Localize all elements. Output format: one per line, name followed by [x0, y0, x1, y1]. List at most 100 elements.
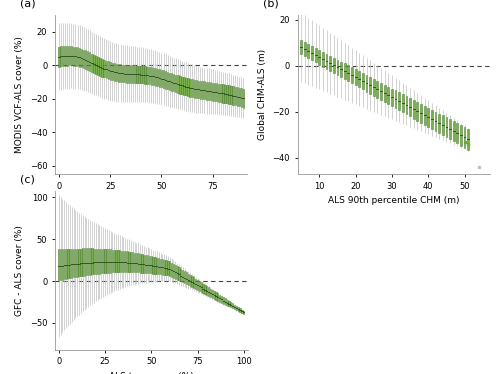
Bar: [176, 266, 178, 279]
Bar: [158, 258, 160, 274]
Bar: [192, 79, 193, 97]
Bar: [388, 86, 389, 104]
Bar: [73, 249, 74, 278]
Bar: [175, 74, 176, 92]
Bar: [99, 249, 100, 273]
Bar: [199, 281, 200, 291]
Bar: [206, 286, 208, 295]
Bar: [234, 304, 235, 309]
Bar: [204, 82, 205, 99]
Bar: [100, 249, 102, 273]
Bar: [87, 52, 88, 70]
Bar: [180, 269, 182, 282]
Bar: [106, 249, 108, 273]
Bar: [218, 83, 220, 102]
Bar: [198, 80, 199, 98]
Bar: [138, 253, 139, 272]
Bar: [104, 59, 105, 77]
Bar: [123, 251, 124, 272]
Bar: [134, 65, 136, 83]
Bar: [86, 248, 87, 275]
Bar: [210, 82, 212, 101]
Bar: [190, 79, 191, 96]
Bar: [110, 249, 111, 273]
Bar: [220, 84, 222, 102]
Bar: [226, 300, 228, 306]
Bar: [149, 256, 150, 273]
Bar: [116, 64, 117, 81]
Bar: [193, 278, 194, 288]
Bar: [373, 79, 374, 96]
Bar: [380, 83, 382, 100]
Bar: [77, 47, 78, 66]
Bar: [219, 295, 220, 302]
Bar: [413, 100, 414, 119]
Bar: [124, 65, 126, 82]
Bar: [152, 257, 154, 274]
Bar: [348, 65, 350, 81]
Bar: [311, 46, 313, 60]
Bar: [304, 42, 306, 56]
Bar: [224, 85, 226, 103]
Bar: [68, 46, 70, 65]
Bar: [173, 264, 174, 278]
Bar: [354, 69, 356, 85]
Bar: [336, 59, 338, 75]
Bar: [95, 249, 96, 274]
Bar: [69, 249, 70, 278]
Bar: [140, 66, 141, 83]
Bar: [449, 119, 451, 140]
Bar: [83, 50, 84, 68]
Text: (c): (c): [20, 174, 35, 184]
Bar: [173, 74, 174, 92]
Bar: [62, 46, 64, 66]
Bar: [150, 67, 152, 85]
Bar: [200, 282, 202, 292]
Bar: [142, 66, 144, 83]
Bar: [391, 89, 393, 106]
Bar: [330, 56, 331, 71]
Bar: [85, 50, 86, 69]
Bar: [62, 249, 63, 279]
Bar: [234, 87, 236, 105]
Bar: [206, 82, 207, 100]
Bar: [236, 87, 238, 106]
Bar: [468, 129, 469, 150]
Bar: [93, 55, 94, 73]
Bar: [143, 255, 144, 273]
Bar: [167, 72, 168, 89]
Bar: [159, 69, 160, 87]
Bar: [333, 58, 334, 73]
Bar: [136, 253, 137, 272]
Bar: [114, 63, 115, 81]
Bar: [165, 71, 166, 89]
Y-axis label: GFC - ALS cover (%): GFC - ALS cover (%): [16, 225, 24, 316]
Bar: [112, 63, 113, 80]
Bar: [188, 274, 189, 285]
Bar: [144, 66, 146, 84]
Text: (b): (b): [263, 0, 278, 9]
Bar: [156, 69, 158, 86]
Bar: [188, 78, 189, 96]
Bar: [146, 67, 148, 84]
Bar: [195, 279, 196, 289]
Bar: [222, 84, 224, 102]
Bar: [186, 272, 187, 284]
Bar: [214, 83, 216, 101]
Bar: [315, 48, 316, 62]
Bar: [376, 81, 378, 98]
Bar: [161, 70, 162, 87]
Y-axis label: MODIS VCF-ALS cover (%): MODIS VCF-ALS cover (%): [15, 36, 24, 153]
Bar: [208, 287, 209, 296]
Bar: [71, 249, 72, 278]
Bar: [58, 47, 60, 67]
Bar: [344, 64, 346, 79]
Bar: [169, 73, 170, 90]
Bar: [150, 256, 152, 273]
X-axis label: ALS tree cover (%): ALS tree cover (%): [109, 372, 194, 374]
Bar: [434, 111, 436, 131]
Bar: [174, 265, 176, 279]
Bar: [308, 44, 310, 58]
Bar: [70, 46, 72, 65]
Bar: [89, 52, 90, 71]
